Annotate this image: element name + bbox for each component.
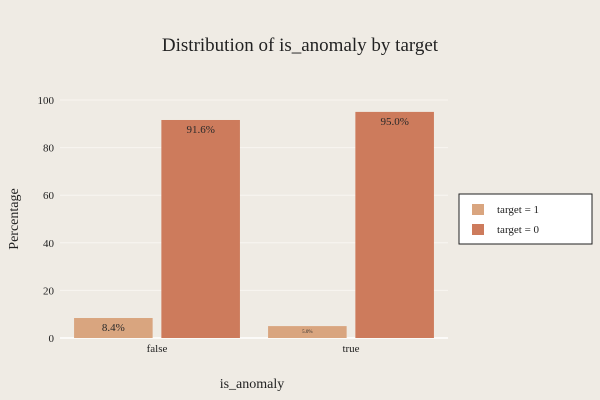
legend-box <box>458 193 593 245</box>
legend-label: target = 1 <box>497 204 539 216</box>
y-axis-ticks: 0 20 40 60 80 100 <box>38 95 55 345</box>
bars <box>74 111 434 339</box>
bar <box>268 326 347 338</box>
legend: target = 1 target = 0 <box>458 193 593 245</box>
y-tick-label: 80 <box>43 143 55 155</box>
x-tick-label: false <box>147 343 168 355</box>
bar-data-label: 95.0% <box>380 116 408 128</box>
chart-title: Distribution of is_anomaly by target <box>162 35 439 56</box>
bar-data-label: 91.6% <box>186 124 214 136</box>
bar <box>355 111 434 339</box>
bar-labels: 8.4% 91.6% 5.0% 95.0% <box>102 116 409 335</box>
bar <box>74 318 153 338</box>
y-tick-label: 60 <box>43 190 55 202</box>
x-axis-ticks: false true <box>147 343 360 355</box>
bar <box>161 119 240 338</box>
x-tick-label: true <box>342 343 359 355</box>
y-tick-label: 0 <box>49 333 55 345</box>
x-axis-title: is_anomaly <box>220 377 285 392</box>
y-tick-label: 40 <box>43 238 55 250</box>
y-axis-title: Percentage <box>7 188 22 249</box>
bar-data-label: 8.4% <box>102 322 125 334</box>
y-tick-label: 100 <box>38 95 55 107</box>
legend-swatch <box>472 224 484 235</box>
legend-label: target = 0 <box>497 224 540 236</box>
bar-data-label: 5.0% <box>302 330 312 335</box>
legend-swatch <box>472 204 484 215</box>
y-tick-label: 20 <box>43 285 55 297</box>
